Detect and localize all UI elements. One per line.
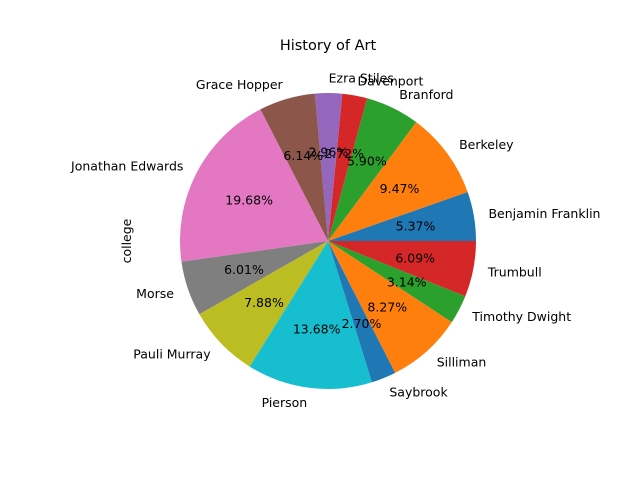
pct-label-timothy-dwight: 3.14% xyxy=(387,275,427,290)
category-label-ezra-stiles: Ezra Stiles xyxy=(329,71,394,86)
category-label-davenport: Davenport xyxy=(358,73,424,88)
slice-davenport xyxy=(328,93,368,241)
pct-label-pierson: 13.68% xyxy=(293,322,341,337)
pct-label-saybrook: 2.70% xyxy=(342,316,382,331)
slice-morse xyxy=(181,241,328,315)
slice-silliman xyxy=(328,241,452,373)
pct-label-pauli-murray: 7.88% xyxy=(244,295,284,310)
category-label-silliman: Silliman xyxy=(437,355,487,370)
category-label-branford: Branford xyxy=(399,87,453,102)
pct-label-silliman: 8.27% xyxy=(367,300,407,315)
pct-label-berkeley: 9.47% xyxy=(380,181,420,196)
pct-label-branford: 5.90% xyxy=(347,154,387,169)
category-label-timothy-dwight: Timothy Dwight xyxy=(471,309,571,324)
pct-label-morse: 6.01% xyxy=(224,262,264,277)
slice-benjamin-franklin xyxy=(328,192,476,241)
pct-label-jonathan-edwards: 19.68% xyxy=(225,193,273,208)
chart-title: History of Art xyxy=(280,38,377,54)
slice-trumbull xyxy=(328,241,476,297)
category-labels: Benjamin Franklin Berkeley BranfordDavenpo… xyxy=(70,71,600,410)
pct-label-davenport: 2.72% xyxy=(324,146,364,161)
slice-pauli-murray xyxy=(199,241,328,367)
slice-branford xyxy=(328,98,417,241)
category-label-grace-hopper: Grace Hopper xyxy=(196,77,284,92)
category-label-trumbull: Trumbull xyxy=(487,264,542,279)
pct-label-benjamin-franklin: 5.37% xyxy=(396,219,436,234)
category-label-saybrook: Saybrook xyxy=(389,384,448,399)
slice-ezra-stiles xyxy=(314,92,343,241)
category-label-pierson: Pierson xyxy=(262,395,308,410)
category-label-morse: Morse xyxy=(136,286,174,301)
slice-jonathan-edwards xyxy=(180,109,328,262)
category-label-pauli-murray: Pauli Murray xyxy=(133,346,211,361)
pie-slices xyxy=(180,92,476,389)
slice-timothy-dwight xyxy=(328,241,466,323)
pct-label-grace-hopper: 6.14% xyxy=(283,148,323,163)
percentage-labels: 5.37% 9.47% 5.90%2.72%2.96%6.14% 19.68% 6.01… xyxy=(224,145,435,337)
category-label-berkeley: Berkeley xyxy=(459,137,514,152)
y-axis-label: college xyxy=(119,218,134,263)
category-label-benjamin-franklin: Benjamin Franklin xyxy=(488,206,600,221)
category-label-jonathan-edwards: Jonathan Edwards xyxy=(70,159,183,174)
slice-pierson xyxy=(249,241,372,389)
slice-saybrook xyxy=(328,241,396,383)
slice-grace-hopper xyxy=(260,93,328,241)
pct-label-trumbull: 6.09% xyxy=(395,250,435,265)
slice-berkeley xyxy=(328,122,468,241)
pct-label-ezra-stiles: 2.96% xyxy=(308,145,348,160)
